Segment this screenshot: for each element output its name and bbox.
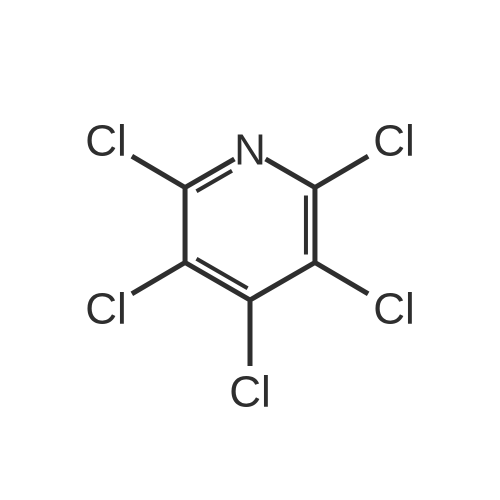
atom-label-n: N [234, 126, 266, 175]
bond [315, 156, 368, 187]
bond [185, 263, 250, 301]
atom-label-cl: Cl [85, 285, 127, 334]
bond [266, 159, 315, 187]
bond [132, 156, 185, 187]
atom-label-cl: Cl [229, 368, 271, 417]
bond [196, 171, 232, 191]
molecule-diagram: N Cl Cl Cl Cl Cl [0, 0, 500, 500]
bond [250, 263, 315, 301]
atom-label-cl: Cl [373, 117, 415, 166]
atom-label-cl: Cl [85, 117, 127, 166]
bond [315, 263, 368, 294]
bond [132, 263, 185, 294]
atom-label-cl: Cl [373, 285, 415, 334]
